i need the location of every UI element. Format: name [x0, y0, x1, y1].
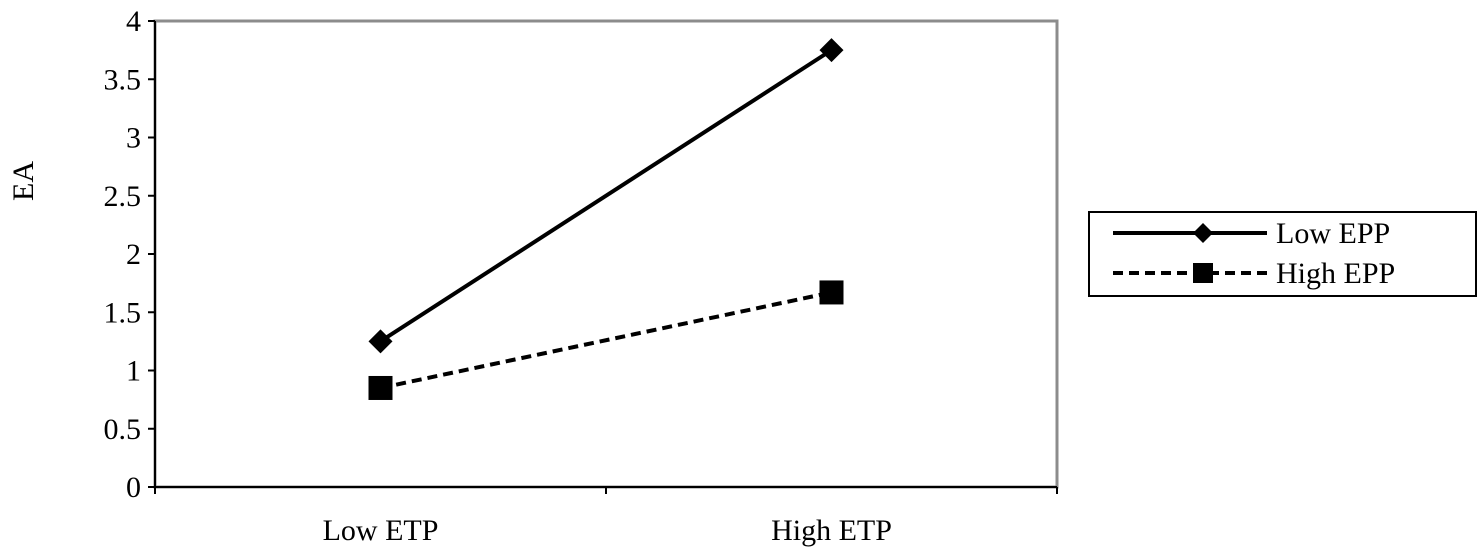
- series-layer: [368, 38, 844, 400]
- x-axis-ticks: Low ETP High ETP: [154, 487, 1058, 547]
- legend-box: [1088, 211, 1477, 297]
- data-point-marker: [819, 280, 844, 305]
- y-tick-label: 3: [126, 122, 141, 155]
- y-tick-label: 4: [126, 5, 141, 38]
- data-point-marker: [819, 38, 844, 63]
- series-high-epp: [368, 280, 844, 400]
- legend-marker: [1193, 263, 1213, 283]
- y-tick-label: 1.5: [104, 296, 142, 329]
- data-point-marker: [368, 329, 393, 354]
- y-tick-label: 2: [126, 238, 141, 271]
- legend: Low EPP High EPP: [1088, 211, 1477, 297]
- y-tick-label: 1: [126, 355, 141, 388]
- legend-label: Low EPP: [1276, 217, 1390, 250]
- y-axis-ticks: 0 0.5 1 1.5 2 2.5 3 3.5 4: [104, 5, 155, 504]
- x-tick-label: High ETP: [771, 514, 892, 547]
- x-tick-label: Low ETP: [323, 514, 439, 547]
- y-tick-label: 0.5: [104, 413, 142, 446]
- plot-area-frame: [153, 19, 1059, 489]
- legend-item: Low EPP: [1113, 217, 1390, 250]
- legend-item: High EPP: [1113, 257, 1395, 290]
- y-tick-label: 3.5: [104, 63, 142, 96]
- y-axis-title: EA: [7, 161, 40, 201]
- series-low-epp: [368, 38, 844, 354]
- series-line: [379, 48, 833, 344]
- data-point-marker: [368, 375, 393, 400]
- legend-label: High EPP: [1276, 257, 1395, 290]
- legend-marker: [1193, 223, 1213, 243]
- y-tick-label: 0: [126, 471, 141, 504]
- y-tick-label: 2.5: [104, 180, 142, 213]
- series-line: [380, 290, 832, 390]
